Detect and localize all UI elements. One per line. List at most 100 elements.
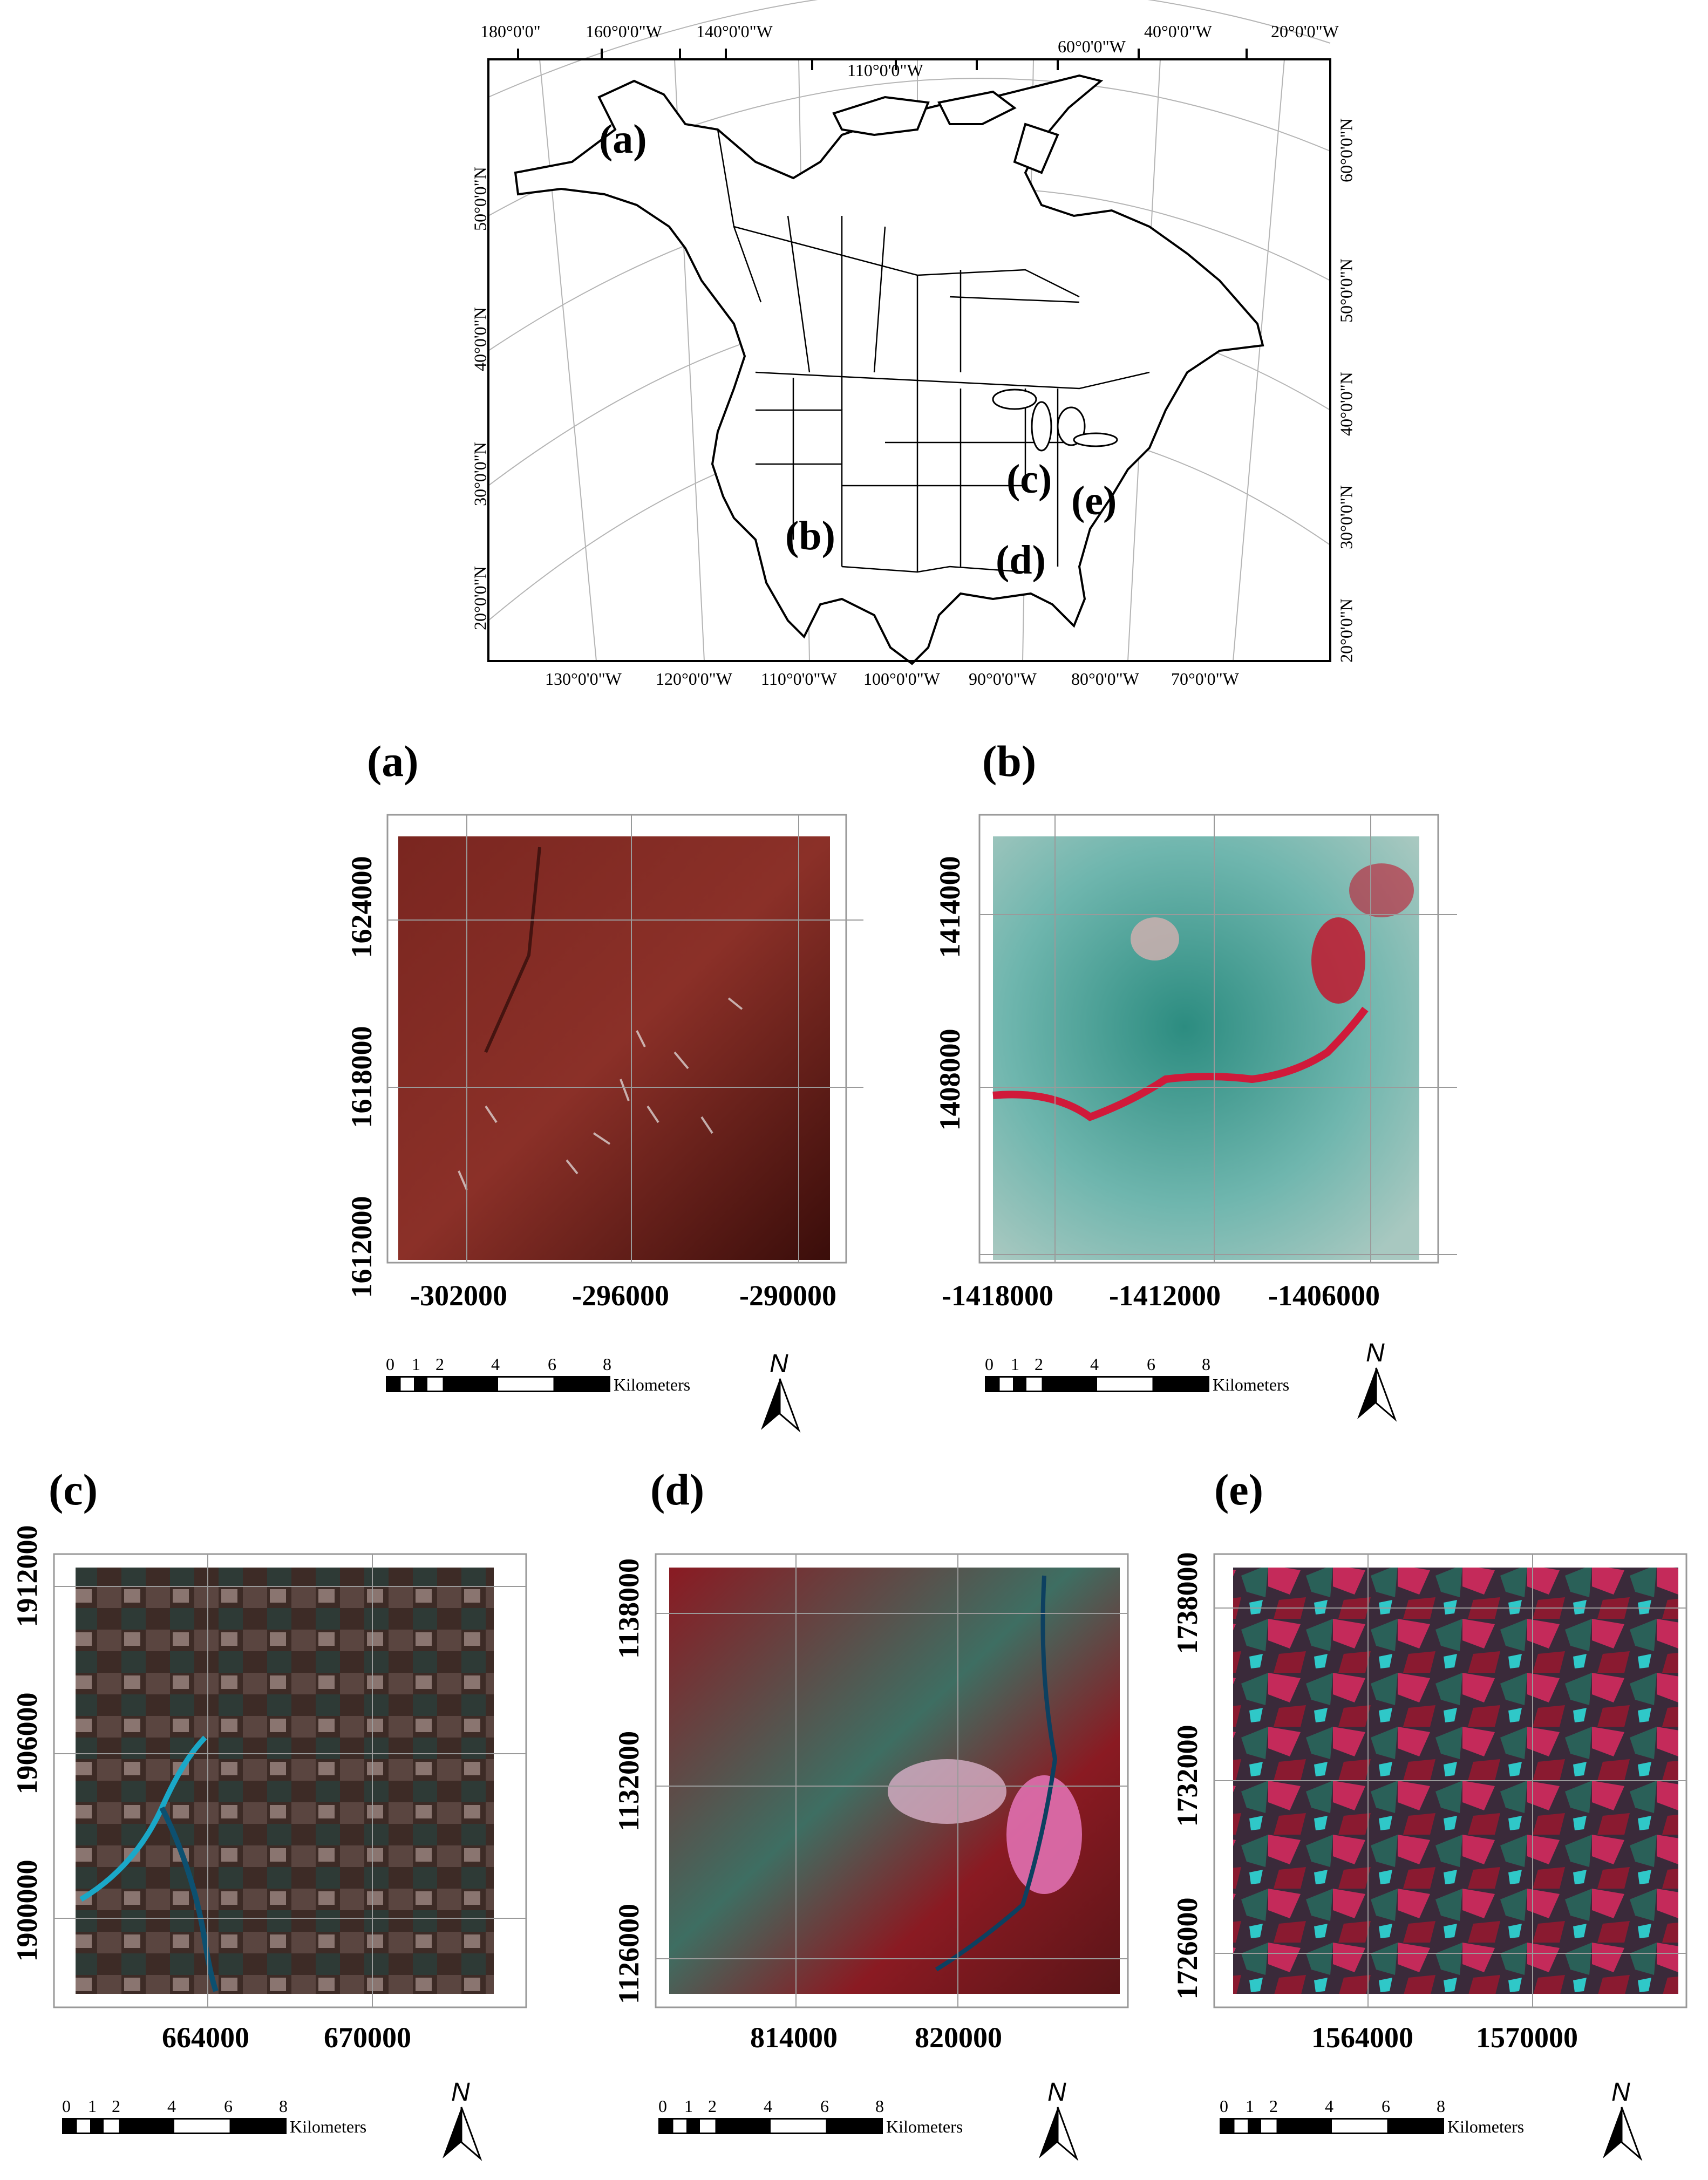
scale-tick: 8	[1437, 2096, 1445, 2116]
y-tick-label: 1906000	[11, 1692, 43, 1795]
x-tick-label: -302000	[410, 1279, 507, 1312]
site-label-d: (d)	[996, 537, 1046, 583]
x-tick-label: -1418000	[942, 1279, 1053, 1312]
north-label: N	[1047, 2078, 1066, 2107]
continent-outline	[514, 74, 1264, 665]
state-boundaries	[717, 129, 1150, 573]
left-lat-label: 40°0'0"N	[470, 307, 490, 371]
panel-a: (a) 1624000 1618000 1612000 -302000 -296…	[0, 728, 863, 1457]
scale-tick: 4	[1090, 1354, 1099, 1374]
top-lon-label: 140°0'0"W	[696, 22, 773, 41]
scale-tick: 4	[1325, 2096, 1333, 2116]
north-label: N	[451, 2078, 470, 2107]
x-tick-label: 820000	[915, 2021, 1002, 2054]
scale-tick: 1	[88, 2096, 97, 2116]
x-tick-label: 664000	[162, 2021, 249, 2054]
top-lon-label: 40°0'0"W	[1144, 22, 1212, 41]
scale-tick: 0	[658, 2096, 667, 2116]
right-lat-label: 40°0'0"N	[1336, 372, 1356, 436]
grid-lines	[54, 1554, 526, 2007]
y-tick-label: 1414000	[934, 856, 966, 958]
scale-tick: 8	[1202, 1354, 1210, 1374]
top-lon-label: 180°0'0"	[480, 22, 541, 41]
scale-bar-graphic	[62, 2118, 287, 2134]
canyon-river	[992, 1006, 1369, 1121]
panel-title: (a)	[367, 737, 419, 786]
scale-tick: 6	[224, 2096, 233, 2116]
north-arrow: N	[1597, 2077, 1646, 2164]
overview-ticks	[517, 49, 1248, 70]
mesa	[1131, 917, 1179, 960]
panel-a-svg	[386, 814, 863, 1264]
panel-c: (c) 1912000 1906000 1900000 664000 67000…	[0, 1457, 569, 2180]
grid-lines	[979, 815, 1457, 1263]
right-lat-label: 30°0'0"N	[1336, 485, 1356, 549]
scale-tick: 8	[875, 2096, 884, 2116]
terrain-streaks	[458, 847, 743, 1190]
panel-e-svg	[1213, 1553, 1687, 2008]
top-lon-label: 20°0'0"W	[1271, 22, 1339, 41]
scale-tick: 4	[491, 1354, 500, 1374]
scale-bar-graphic	[985, 1376, 1209, 1392]
panel-c-svg	[53, 1553, 527, 2008]
top-lon-label: 60°0'0"W	[1058, 37, 1126, 56]
grid-lines	[1214, 1554, 1686, 2007]
scale-tick: 6	[820, 2096, 829, 2116]
north-arrow-icon	[443, 2107, 482, 2161]
north-arrow: N	[756, 1349, 804, 1435]
y-tick-label: 1624000	[345, 856, 378, 958]
y-tick-label: 1726000	[1171, 1897, 1203, 2000]
site-label-c: (c)	[1006, 457, 1052, 502]
grid-lines	[387, 815, 863, 1263]
overview-map: 180°0'0" 160°0'0"W 140°0'0"W 110°0'0"W 6…	[0, 0, 1708, 701]
north-label: N	[1611, 2078, 1630, 2107]
overview-frame	[487, 58, 1331, 662]
scale-tick: 2	[708, 2096, 717, 2116]
x-tick-label: 1570000	[1476, 2021, 1578, 2054]
urban-area	[1006, 1775, 1082, 1894]
y-tick-label: 1132000	[613, 1731, 645, 1832]
scale-bar: 0 1 2 4 6 8 Kilometers	[62, 2096, 366, 2140]
overview-map-svg	[487, 0, 1331, 665]
panel-b: (b) 1414000 1408000 -1418000 -1412000 -1…	[863, 728, 1708, 1457]
satellite-image	[76, 1568, 494, 1994]
x-tick-label: -296000	[572, 1279, 669, 1312]
north-arrow: N	[437, 2077, 486, 2164]
x-tick-label: -1412000	[1109, 1279, 1221, 1312]
scale-unit: Kilometers	[1213, 1375, 1290, 1394]
north-arrow-icon	[1603, 2107, 1643, 2161]
north-arrow-icon	[1357, 1367, 1397, 1422]
scale-tick: 6	[548, 1354, 556, 1374]
scale-tick: 8	[279, 2096, 288, 2116]
panel-d: (d) 1138000 1132000 1126000 814000 82000…	[569, 1457, 1139, 2180]
north-arrow-icon	[1039, 2107, 1079, 2161]
north-label: N	[1366, 1339, 1385, 1367]
river	[79, 1735, 207, 1902]
scale-tick: 1	[412, 1354, 420, 1374]
scale-bar-graphic	[658, 2118, 883, 2134]
left-lat-label: 50°0'0"N	[470, 167, 490, 231]
panel-title: (d)	[650, 1465, 705, 1514]
scale-bar: 0 1 2 4 6 8 Kilometers	[658, 2096, 963, 2140]
y-tick-label: 1912000	[11, 1525, 43, 1627]
panel-d-svg	[655, 1553, 1129, 2008]
urban-area	[888, 1759, 1006, 1824]
y-tick-label: 1126000	[613, 1903, 645, 2005]
north-arrow-icon	[761, 1378, 801, 1433]
site-label-a: (a)	[599, 117, 647, 162]
scale-unit: Kilometers	[614, 1375, 691, 1394]
x-tick-label: -1406000	[1268, 1279, 1380, 1312]
satellite-image	[993, 836, 1419, 1260]
scale-bar: 0 1 2 4 6 8 Kilometers	[1220, 2096, 1524, 2140]
panel-frame	[53, 1553, 527, 2008]
x-tick-label: 670000	[324, 2021, 411, 2054]
scale-tick: 0	[386, 1354, 394, 1374]
panel-frame	[655, 1553, 1129, 2008]
scale-bar-graphic	[1220, 2118, 1444, 2134]
bottom-lon-label: 110°0'0"W	[761, 669, 837, 689]
bottom-lon-label: 70°0'0"W	[1171, 669, 1239, 689]
panel-e: (e) 1738000 1732000 1726000 1564000 1570…	[1139, 1457, 1708, 2180]
y-tick-label: 1612000	[345, 1196, 378, 1298]
north-arrow: N	[1033, 2077, 1082, 2164]
left-lat-label: 20°0'0"N	[470, 566, 490, 630]
